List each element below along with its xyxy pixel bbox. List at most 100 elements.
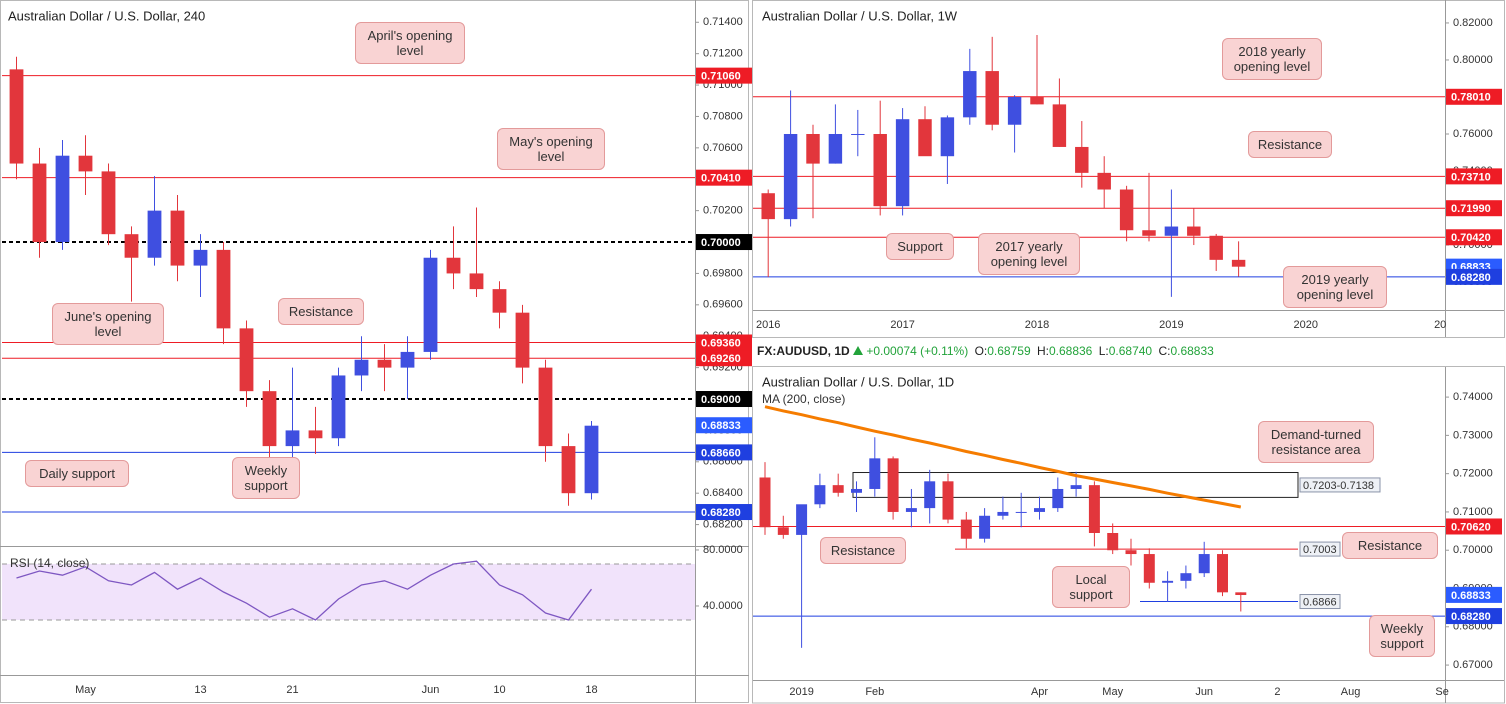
chart-title: Australian Dollar / U.S. Dollar, 1D [762, 374, 954, 389]
candle-body [124, 234, 139, 258]
level-label-bg [696, 234, 752, 251]
marked-level-label: 0.7003 [1303, 544, 1337, 556]
candle-body [1088, 485, 1100, 533]
candle-body [9, 69, 24, 164]
candle-body [1119, 189, 1134, 231]
candle-body [331, 375, 346, 439]
candle-body [895, 119, 910, 207]
candle-body [796, 504, 808, 535]
panel-border [752, 0, 1505, 338]
level-label-bg [1446, 229, 1502, 246]
candle-body [1187, 226, 1201, 236]
x-tick-label: May [75, 684, 96, 696]
y-tick-label: 0.80000 [1453, 54, 1493, 66]
candle-body [979, 515, 991, 539]
callout: Daily support [25, 460, 129, 487]
callout: Demand-turned resistance area [1258, 421, 1374, 463]
y-tick-label: 0.71000 [1453, 506, 1493, 518]
candle-body [1034, 508, 1045, 512]
callout: May's opening level [497, 128, 605, 170]
candle-body [469, 273, 484, 290]
candle-body [1209, 235, 1223, 260]
callout: June's opening level [52, 303, 164, 345]
candle-body [446, 257, 461, 274]
candle-body [814, 485, 826, 505]
candle-body [1143, 554, 1155, 583]
level-label: 0.69360 [701, 337, 741, 349]
candle-body [940, 117, 955, 157]
callout: Resistance [278, 298, 364, 325]
candle-body [869, 458, 881, 489]
field-value: 0.68740 [1108, 344, 1153, 358]
candle-body [887, 458, 899, 512]
level-label-bg [696, 169, 752, 186]
y-tick-label: 0.73000 [1453, 429, 1493, 441]
panel-border [752, 366, 1505, 704]
x-tick-label: 2016 [756, 319, 780, 331]
chart-title: Australian Dollar / U.S. Dollar, 240 [8, 8, 205, 23]
level-label-bg [696, 444, 752, 461]
y-tick-label: 0.76000 [1453, 128, 1493, 140]
rsi-band [2, 563, 695, 620]
callout: 2019 yearly opening level [1283, 266, 1387, 308]
plot [753, 34, 1445, 297]
candle-body [216, 249, 231, 329]
x-tick-label: Jun [1195, 686, 1213, 698]
candle-body [1125, 550, 1137, 555]
callout: Support [886, 233, 954, 260]
candle-body [806, 133, 820, 164]
level-label-bg [696, 417, 752, 434]
candle-body [1030, 96, 1044, 105]
candle-body [985, 71, 999, 125]
candle-body [492, 289, 507, 313]
x-tick-label: 18 [585, 684, 597, 696]
level-label-bg [1446, 586, 1502, 603]
y-tick-label: 0.70000 [1453, 544, 1493, 556]
candle-body [873, 133, 887, 207]
candle-body [783, 133, 798, 220]
y-tick-label: 0.71400 [703, 16, 743, 28]
y-tick-label: 0.69800 [703, 267, 743, 279]
x-tick-label: Aug [1341, 686, 1361, 698]
candle-body [918, 119, 932, 157]
callout: April's opening level [355, 22, 465, 64]
candle-body [1198, 554, 1210, 574]
callout: Weekly support [232, 457, 300, 499]
callout: Local support [1052, 566, 1130, 608]
zone-label: 0.7203-0.7138 [1303, 480, 1374, 492]
level-label-bg [1446, 608, 1502, 625]
level-label: 0.68833 [1451, 590, 1491, 602]
x-tick-label: 20 [1434, 319, 1446, 331]
marked-level-label-bg [1299, 541, 1341, 557]
candle-body [400, 351, 415, 368]
level-label-bg [696, 504, 752, 521]
level-label: 0.70000 [701, 237, 741, 249]
level-label: 0.71060 [701, 71, 741, 83]
x-tick-label: 2018 [1025, 319, 1049, 331]
x-tick-label: 2019 [789, 686, 813, 698]
candle-body [960, 519, 972, 539]
candle-body [905, 508, 917, 512]
candle-body [1164, 226, 1179, 236]
candle-body [851, 133, 865, 135]
marked-level-label: 0.6866 [1303, 596, 1337, 608]
field-value: 0.68836 [1048, 344, 1093, 358]
level-label: 0.73710 [1451, 171, 1491, 183]
candle-body [55, 155, 70, 243]
y-tick-label: 0.71200 [703, 48, 743, 60]
candle-body [1052, 104, 1067, 147]
candle-body [78, 155, 93, 172]
plot [753, 405, 1445, 648]
rsi-tick-label: 80.0000 [703, 544, 743, 556]
x-tick-label: 10 [493, 684, 505, 696]
candle-body [262, 391, 277, 447]
candle-body [832, 485, 844, 493]
callout: Weekly support [1369, 615, 1435, 657]
candle-body [285, 430, 300, 447]
x-tick-label: Feb [865, 686, 884, 698]
candle-body [1015, 511, 1027, 513]
x-tick-label: 2020 [1294, 319, 1318, 331]
candle-body [997, 511, 1009, 516]
candle-body [584, 425, 599, 494]
